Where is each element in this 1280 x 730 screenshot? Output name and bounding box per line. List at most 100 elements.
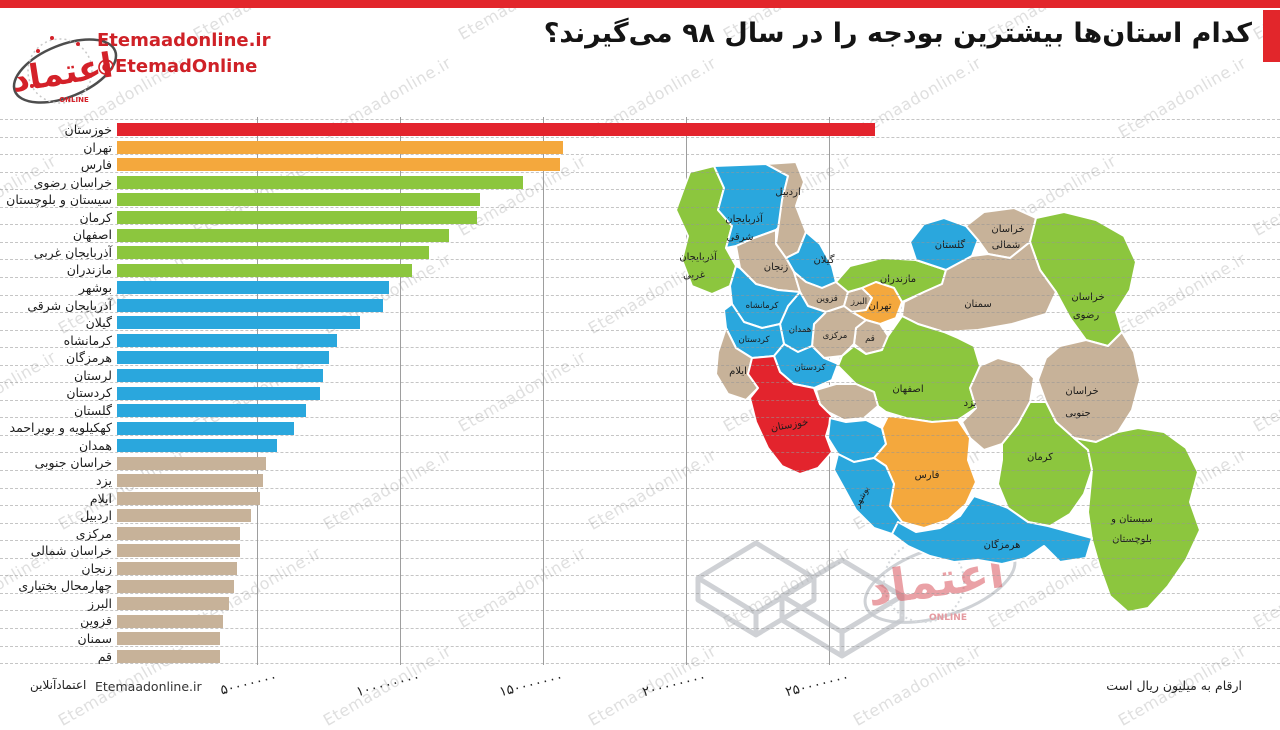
province-label: آذربایجان غربی [33,244,112,260]
budget-bar [117,140,564,154]
budget-bar [117,386,321,400]
budget-bar [117,526,240,540]
map-province-sistan [1073,427,1201,613]
map-label-kh-jonubi-1: خراسان [1065,386,1098,397]
province-label: بوشهر [78,279,112,295]
budget-bar [117,368,323,382]
budget-bar [117,614,223,628]
map-label-tehran: تهران [868,301,891,312]
map-label-az-sharghi-1: آذربایجان [725,212,764,225]
top-red-stripe [0,0,1280,8]
bar-row: یزد [0,472,1280,490]
budget-bar [117,632,220,646]
province-label: مازندران [66,262,112,278]
province-label: فارس [80,157,112,173]
budget-bar [117,123,875,137]
budget-bar [117,298,383,312]
province-label: زنجان [81,560,112,576]
budget-bar [117,158,561,172]
map-label-alborz: البرز [850,297,867,307]
x-axis-tick-label: ۱۰۰۰۰۰۰۰۰ [354,669,422,701]
province-label: گیلان [85,315,112,331]
province-label: آذربایجان شرقی [27,297,112,313]
bar-row: سمنان [0,630,1280,648]
budget-bar [117,562,238,576]
budget-bar [117,175,524,189]
province-label: گلستان [73,402,112,418]
logo-online-label: ONLINE [59,96,89,104]
bar-row: مرکزی [0,525,1280,543]
map-label-yazd: یزد [964,398,977,409]
province-label: خراسان رضوی [33,174,112,190]
map-label-kermanshah: کرمانشاه [746,301,780,311]
bar-row: سیستان و بلوچستان [0,191,1280,209]
map-label-sistan-1: سیستان و [1110,514,1153,525]
map-label-kordestan: کردستان [738,335,770,345]
province-label: یزد [96,473,112,488]
map-label-kerman: کرمان [1027,452,1053,463]
bar-row: فارس [0,156,1280,174]
faded-logo-online: ONLINE [929,613,967,623]
map-label-qazvin: قزوین [816,294,838,304]
map-label-semnan: سمنان [964,299,992,310]
budget-bar [117,228,449,242]
province-label: قم [97,648,112,664]
bar-row: آذربایجان غربی [0,244,1280,262]
map-label-zanjan: زنجان [764,262,789,273]
province-label: خراسان شمالی [30,543,112,559]
budget-bar [117,509,252,523]
bar-row: خراسان جنوبی [0,454,1280,472]
budget-bar [117,193,481,207]
bar-row: اصفهان [0,226,1280,244]
bar-row: مازندران [0,261,1280,279]
budget-bar [117,263,412,277]
budget-bar [117,211,478,225]
map-label-kh-razavi-2: رضوی [1073,310,1099,321]
bar-row: آذربایجان شرقی [0,297,1280,315]
province-label: چهارمحال بختیاری [18,578,112,594]
map-label-az-gharbi-2: غربی [683,270,705,281]
budget-bar [117,649,220,663]
province-label: کردستان [66,385,112,401]
map-label-mazandaran: مازندران [880,274,916,285]
budget-bar [117,439,278,453]
budget-bar [117,597,229,611]
bar-row: چهارمحال بختیاری [0,577,1280,595]
bar-row: خراسان رضوی [0,174,1280,192]
province-label: کهکیلویه و بویراحمد [9,420,112,436]
map-province-kerman [997,401,1093,527]
map-province-chaharmahal [815,383,879,421]
bar-row: قم [0,648,1280,666]
province-label: کرمان [79,209,112,225]
bar-row: همدان [0,437,1280,455]
budget-bar [117,404,306,418]
bar-row: کردستان [0,384,1280,402]
page-title: کدام استان‌ها بیشترین بودجه را در سال ۹۸… [543,18,1252,49]
map-label-lorestan-printed: کردستان [794,363,826,373]
budget-bar [117,316,361,330]
map-label-ardabil: اردبیل [775,187,800,198]
province-label: کرمانشاه [63,332,112,348]
x-axis-tick-label: ۲۵۰۰۰۰۰۰۰ [783,669,851,701]
province-label: خراسان جنوبی [34,455,112,471]
bar-row: لرستان [0,367,1280,385]
province-label: تهران [83,139,112,155]
globe-orbit-icon [12,36,118,104]
map-label-kh-shomali-1: خراسان [991,224,1024,235]
bar-row: گلستان [0,402,1280,420]
budget-bar [117,474,263,488]
province-label: سیستان و بلوچستان [6,192,112,208]
corner-red-block [1263,10,1280,62]
bar-row: کرمانشاه [0,332,1280,350]
map-label-fars: فارس [915,470,940,481]
province-label: ایلام [89,490,112,506]
province-label: اصفهان [72,227,112,243]
map-label-kh-jonubi-2: جنوبی [1065,408,1090,419]
province-label: مرکزی [75,525,112,541]
province-label: خوزستان [64,122,112,137]
province-label: لرستان [74,367,112,383]
bar-row: بوشهر [0,279,1280,297]
map-label-markazi: مرکزی [823,331,848,341]
budget-bar [117,421,295,435]
bar-row: اردبیل [0,507,1280,525]
